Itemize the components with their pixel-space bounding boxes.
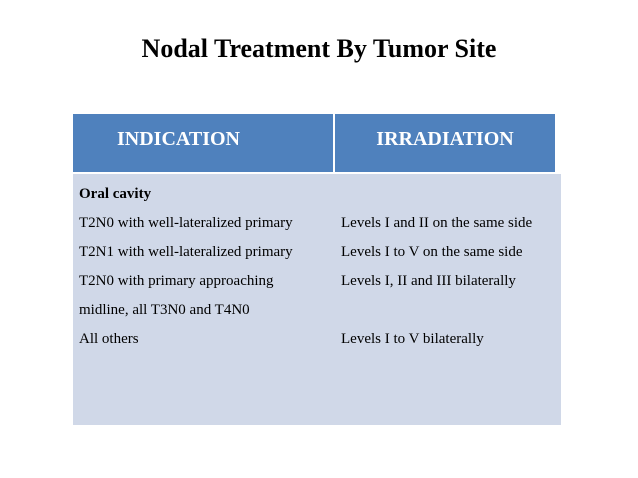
header-label: INDICATION <box>117 128 240 150</box>
irradiation-line: Levels I, II and III bilaterally <box>341 273 516 289</box>
indication-cell: Oral cavity T2N0 with well-lateralized p… <box>73 174 339 425</box>
section-label: Oral cavity <box>79 186 152 202</box>
irradiation-line: Levels I and II on the same side <box>341 215 533 231</box>
irradiation-line: Levels I to V bilaterally <box>341 331 484 347</box>
header-irradiation: IRRADIATION <box>335 114 555 172</box>
irradiation-cell: Levels I and II on the same side Levels … <box>335 174 561 425</box>
header-indication: INDICATION <box>73 114 333 172</box>
indication-line: All others <box>79 331 139 347</box>
irradiation-line <box>341 296 561 325</box>
indication-line: T2N0 with well-lateralized primary <box>79 215 293 231</box>
indication-line: midline, all T3N0 and T4N0 <box>79 302 250 318</box>
treatment-table: INDICATION IRRADIATION Oral cavity T2N0 … <box>73 114 561 425</box>
indication-line: T2N1 with well-lateralized primary <box>79 244 293 260</box>
slide-title: Nodal Treatment By Tumor Site <box>141 34 497 63</box>
irradiation-line: Levels I to V on the same side <box>341 244 523 260</box>
indication-line: T2N0 with primary approaching <box>79 273 274 289</box>
